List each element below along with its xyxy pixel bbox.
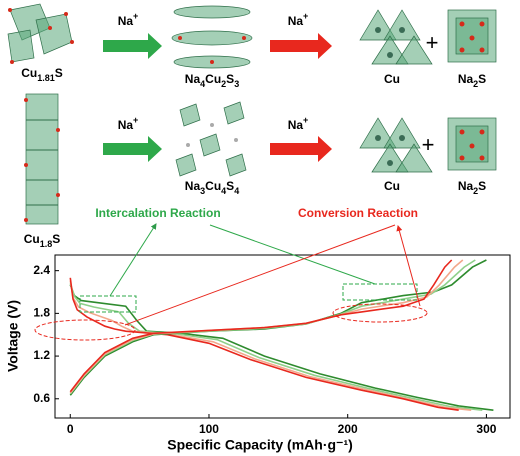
- structure: [171, 5, 253, 69]
- formula-part: S: [478, 179, 486, 193]
- formula: Cu: [384, 72, 400, 86]
- formula-part: S: [478, 72, 486, 86]
- subscript: 4: [221, 186, 226, 196]
- x-tick-label: 100: [199, 422, 219, 436]
- pointer: [396, 225, 421, 307]
- subscript: 1.81: [37, 73, 55, 83]
- formula-part: Na: [458, 179, 474, 193]
- y-tick-label: 1.2: [33, 348, 50, 362]
- formula-part: S: [226, 179, 234, 193]
- curve: [69, 283, 483, 411]
- x-axis-label: Specific Capacity (mAh·g⁻¹): [167, 437, 353, 453]
- arrow: [270, 33, 332, 59]
- superscript: +: [303, 11, 308, 21]
- x-tick-label: 200: [338, 422, 358, 436]
- structure: [359, 117, 433, 173]
- formula: Cu1.8S: [24, 232, 61, 249]
- subscript: 3: [234, 79, 239, 89]
- pointer: [109, 223, 157, 297]
- formula-part: Cu: [205, 72, 221, 86]
- subscript: 2: [221, 79, 226, 89]
- formula-part: Na: [185, 179, 201, 193]
- curves: [69, 259, 494, 411]
- formula: Cu1.81S: [21, 66, 63, 83]
- structure: [24, 93, 60, 225]
- x-tick-label: 0: [67, 422, 74, 436]
- formula-part: Cu: [205, 179, 221, 193]
- subscript: 3: [200, 186, 205, 196]
- y-tick-label: 0.6: [33, 391, 50, 405]
- formula-part: Na: [288, 118, 304, 132]
- structure: [359, 9, 433, 65]
- arrow: [270, 136, 332, 162]
- ion-label: Na+: [288, 11, 309, 28]
- subscript: 2: [473, 79, 478, 89]
- y-tick-label: 2.4: [33, 263, 50, 277]
- superscript: +: [133, 11, 138, 21]
- x-tick-label: 300: [476, 422, 496, 436]
- structure: [175, 101, 247, 177]
- ion-label: Na+: [118, 115, 139, 132]
- superscript: +: [303, 115, 308, 125]
- subscript: 4: [200, 79, 205, 89]
- highlight-ellipse: [34, 319, 136, 341]
- structure: [447, 9, 497, 63]
- highlight-box: [342, 283, 418, 301]
- formula-part: Na: [185, 72, 201, 86]
- formula-part: Cu: [24, 232, 40, 246]
- formula: Na2S: [458, 179, 486, 196]
- plot-frame: [54, 254, 511, 419]
- formula: Na3Cu4S4: [185, 179, 239, 196]
- formula-part: S: [55, 66, 63, 80]
- curve: [69, 259, 464, 394]
- superscript: +: [133, 115, 138, 125]
- structure: [7, 3, 74, 64]
- formula: Na4Cu2S3: [185, 72, 239, 89]
- highlight-box: [79, 295, 137, 313]
- annotation: Intercalation Reaction: [95, 206, 220, 220]
- curve: [69, 284, 494, 411]
- annotation: Conversion Reaction: [298, 206, 418, 220]
- y-axis-label: Voltage (V): [5, 300, 21, 372]
- ion-label: Na+: [118, 11, 139, 28]
- arrow: [103, 136, 162, 162]
- y-tick-label: 1.8: [33, 306, 50, 320]
- formula: Cu: [384, 179, 400, 193]
- formula: Na2S: [458, 72, 486, 89]
- formula-part: Na: [118, 14, 134, 28]
- formula-part: S: [52, 232, 60, 246]
- formula-part: Na: [118, 118, 134, 132]
- formula-part: S: [226, 72, 234, 86]
- pointer: [124, 224, 396, 326]
- formula-part: Cu: [384, 179, 400, 193]
- arrow: [103, 33, 162, 59]
- ion-label: Na+: [288, 115, 309, 132]
- subscript: 2: [473, 186, 478, 196]
- pointer: [209, 224, 376, 285]
- formula-part: Cu: [384, 72, 400, 86]
- formula-part: Na: [288, 14, 304, 28]
- highlight-ellipse: [332, 303, 428, 323]
- plus-sign: +: [422, 132, 435, 157]
- curve: [69, 280, 472, 411]
- formula-part: Na: [458, 72, 474, 86]
- plus-sign: +: [426, 30, 439, 55]
- formula-part: Cu: [21, 66, 37, 80]
- structure: [447, 117, 497, 171]
- subscript: 4: [234, 186, 239, 196]
- subscript: 1.8: [40, 239, 53, 249]
- curve: [69, 259, 453, 393]
